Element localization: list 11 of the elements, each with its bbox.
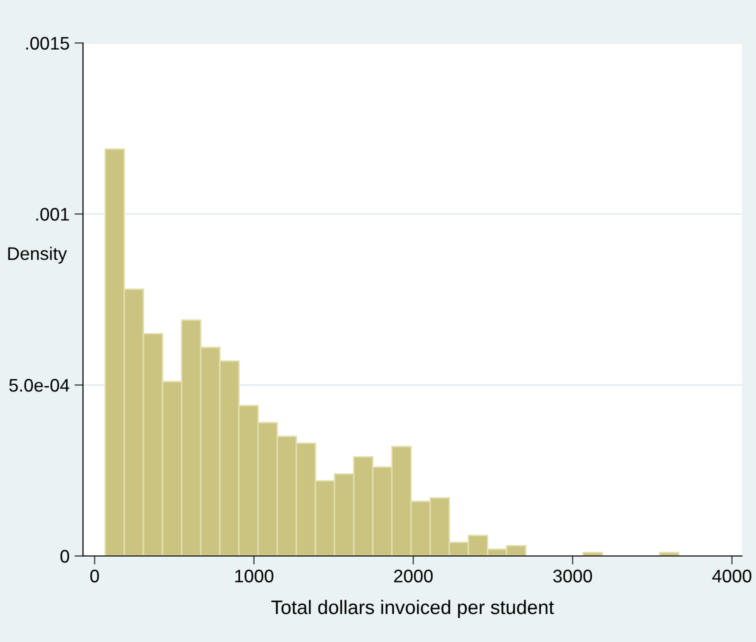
y-tick-label: .0015 bbox=[26, 36, 70, 50]
x-tick-label: 2000 bbox=[394, 570, 433, 582]
y-tick-label: 0 bbox=[60, 550, 70, 563]
x-tick-label: 1000 bbox=[235, 570, 274, 582]
x-axis-title: Total dollars invoiced per student bbox=[271, 600, 554, 618]
y-tick-label: 5.0e-04 bbox=[9, 378, 70, 392]
x-tick-label: 3000 bbox=[553, 570, 592, 582]
y-tick-label: .001 bbox=[36, 208, 69, 221]
y-axis-title: Density bbox=[8, 246, 67, 264]
x-tick-label: 4000 bbox=[712, 570, 752, 582]
x-tick-label: 0 bbox=[90, 570, 99, 582]
